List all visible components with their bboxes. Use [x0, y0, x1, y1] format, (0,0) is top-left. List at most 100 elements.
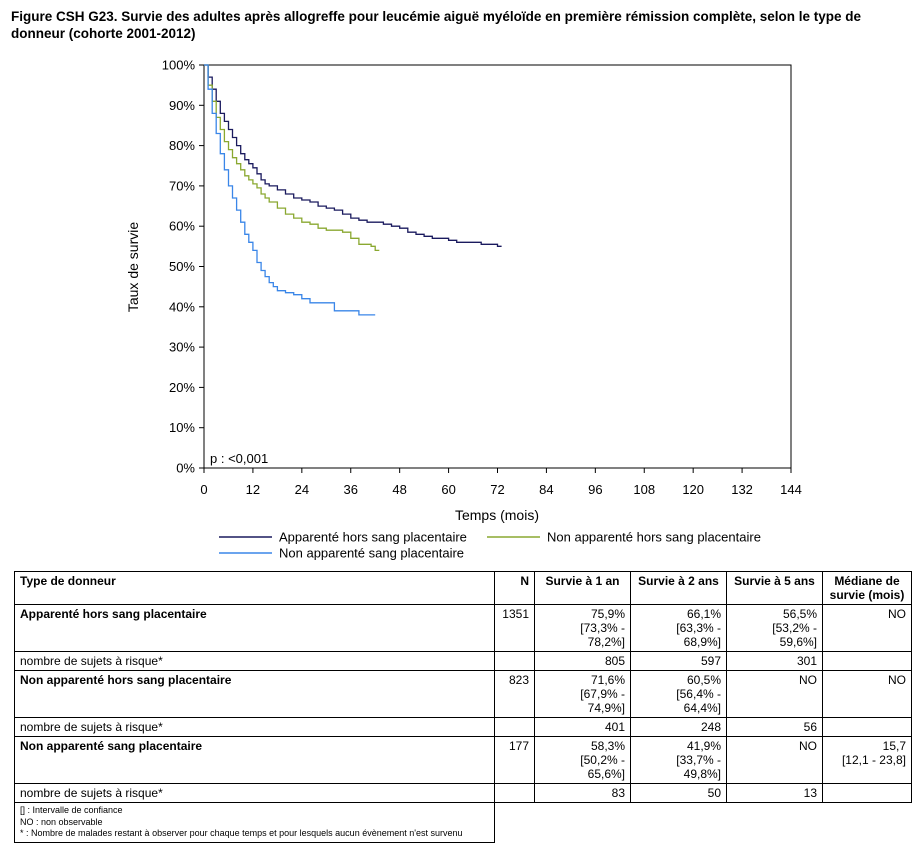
- survival-2y: 41,9% [33,7% - 49,8%]: [630, 736, 727, 784]
- donor-type: Non apparenté hors sang placentaire: [14, 670, 495, 718]
- legend-label: Apparenté hors sang placentaire: [279, 530, 467, 545]
- median: 15,7 [12,1 - 23,8]: [822, 736, 912, 784]
- survival-chart: 0% 10% 20% 30% 40% 50% 60% 70% 80% 90% 100% 0 12 24 3…: [125, 58, 802, 561]
- legend: Apparenté hors sang placentaire Non appar…: [219, 530, 761, 561]
- series-line-3: [204, 64, 376, 316]
- value: NO: [888, 673, 906, 687]
- survival-5y: NO: [726, 736, 823, 784]
- header-n: N: [494, 571, 535, 605]
- table-row: Non apparenté sang placentaire 177 58,3%…: [14, 736, 912, 784]
- x-axis-label: Temps (mois): [455, 507, 539, 523]
- x-tick-label: 144: [780, 482, 802, 497]
- median: NO: [822, 670, 912, 718]
- risk-5y: 301: [726, 651, 823, 671]
- y-tick-label: 0%: [176, 461, 195, 476]
- x-tick-label: 60: [441, 482, 455, 497]
- survival-1y: 58,3% [50,2% - 65,6%]: [534, 736, 631, 784]
- donor-type: Non apparenté sang placentaire: [14, 736, 495, 784]
- table-row: nombre de sujets à risque* 83 50 13: [14, 783, 912, 803]
- n-value: 177: [494, 736, 535, 784]
- x-tick-label: 132: [731, 482, 753, 497]
- value: 60,5%: [686, 673, 721, 687]
- ci: [53,2% - 59,6%]: [772, 621, 817, 649]
- value: NO: [888, 607, 906, 621]
- x-tick-label: 12: [246, 482, 260, 497]
- x-tick-label: 72: [490, 482, 504, 497]
- risk-label: nombre de sujets à risque*: [14, 651, 495, 671]
- risk-1y: 401: [534, 717, 631, 737]
- empty-cell: [631, 803, 727, 843]
- empty-cell: [494, 717, 535, 737]
- legend-label: Non apparenté hors sang placentaire: [547, 530, 761, 545]
- value: 66,1%: [686, 607, 721, 621]
- legend-label: Non apparenté sang placentaire: [279, 546, 464, 561]
- value: 71,6%: [590, 673, 625, 687]
- x-tick-label: 84: [539, 482, 553, 497]
- header-survival-2y: Survie à 2 ans: [630, 571, 727, 605]
- table-notes: [] : Intervalle de confiance NO : non ob…: [14, 802, 495, 843]
- note-risk: * : Nombre de malades restant à observer…: [20, 828, 463, 838]
- series-layer: [204, 64, 502, 316]
- risk-2y: 50: [630, 783, 727, 803]
- y-tick-label: 80%: [169, 138, 195, 153]
- table-notes-row: [] : Intervalle de confiance NO : non ob…: [14, 802, 912, 843]
- series-line-1: [204, 64, 502, 247]
- risk-1y: 83: [534, 783, 631, 803]
- header-type: Type de donneur: [14, 571, 495, 605]
- x-axis: 0 12 24 36 48 60 72 84 96 108 120 132 144: [200, 468, 802, 497]
- value: 41,9%: [686, 739, 721, 753]
- header-survival-5y: Survie à 5 ans: [726, 571, 823, 605]
- y-tick-label: 90%: [169, 98, 195, 113]
- empty-cell: [823, 803, 912, 843]
- y-tick-label: 30%: [169, 340, 195, 355]
- x-tick-label: 36: [344, 482, 358, 497]
- table-row: Apparenté hors sang placentaire 1351 75,…: [14, 604, 912, 652]
- y-tick-label: 60%: [169, 219, 195, 234]
- empty-cell: [494, 783, 535, 803]
- ci: [50,2% - 65,6%]: [580, 753, 625, 781]
- value: 75,9%: [590, 607, 625, 621]
- risk-2y: 248: [630, 717, 727, 737]
- risk-5y: 13: [726, 783, 823, 803]
- value: 15,7: [882, 739, 906, 753]
- value: 56,5%: [782, 607, 817, 621]
- survival-1y: 71,6% [67,9% - 74,9%]: [534, 670, 631, 718]
- risk-label: nombre de sujets à risque*: [14, 783, 495, 803]
- survival-1y: 75,9% [73,3% - 78,2%]: [534, 604, 631, 652]
- y-tick-label: 20%: [169, 380, 195, 395]
- risk-label: nombre de sujets à risque*: [14, 717, 495, 737]
- median: NO: [822, 604, 912, 652]
- value: NO: [799, 739, 817, 753]
- risk-2y: 597: [630, 651, 727, 671]
- ci: [12,1 - 23,8]: [841, 753, 906, 767]
- x-tick-label: 96: [588, 482, 602, 497]
- series-line-2: [204, 64, 380, 252]
- donor-type: Apparenté hors sang placentaire: [14, 604, 495, 652]
- ci: [56,4% - 64,4%]: [676, 687, 721, 715]
- empty-cell: [495, 803, 535, 843]
- figure-title: Figure CSH G23. Survie des adultes après…: [11, 9, 862, 41]
- survival-table: Type de donneur N Survie à 1 an Survie à…: [14, 571, 912, 843]
- ci: [73,3% - 78,2%]: [580, 621, 625, 649]
- plot-frame: [203, 64, 792, 469]
- note-ci: [] : Intervalle de confiance: [20, 805, 123, 815]
- x-tick-label: 108: [633, 482, 655, 497]
- x-tick-label: 120: [682, 482, 704, 497]
- survival-2y: 66,1% [63,3% - 68,9%]: [630, 604, 727, 652]
- survival-5y: 56,5% [53,2% - 59,6%]: [726, 604, 823, 652]
- risk-5y: 56: [726, 717, 823, 737]
- table-row: nombre de sujets à risque* 401 248 56: [14, 717, 912, 737]
- table-row: nombre de sujets à risque* 805 597 301: [14, 651, 912, 671]
- value: NO: [799, 673, 817, 687]
- header-median: Médiane de survie (mois): [822, 571, 912, 605]
- y-tick-label: 70%: [169, 178, 195, 193]
- survival-5y: NO: [726, 670, 823, 718]
- empty-cell: [822, 717, 912, 737]
- y-axis: 0% 10% 20% 30% 40% 50% 60% 70% 80% 90% 100%: [162, 58, 204, 476]
- n-value: 823: [494, 670, 535, 718]
- ci: [67,9% - 74,9%]: [580, 687, 625, 715]
- empty-cell: [494, 651, 535, 671]
- ci: [33,7% - 49,8%]: [676, 753, 721, 781]
- y-tick-label: 50%: [169, 259, 195, 274]
- x-tick-label: 0: [200, 482, 207, 497]
